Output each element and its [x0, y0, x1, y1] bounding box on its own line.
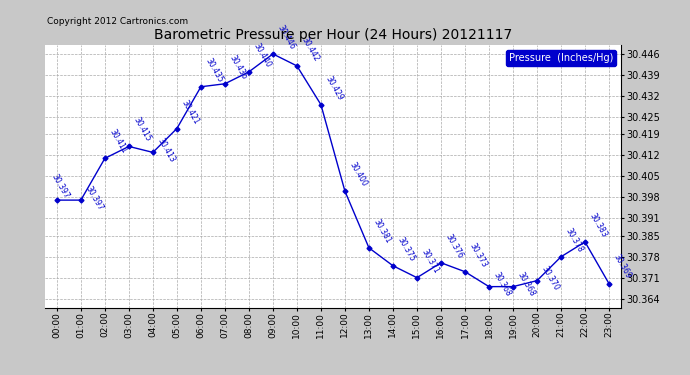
Text: 30.413: 30.413: [155, 137, 177, 164]
Text: 30.397: 30.397: [50, 172, 71, 200]
Text: 30.383: 30.383: [587, 211, 609, 239]
Text: 30.435: 30.435: [204, 56, 224, 84]
Text: 30.415: 30.415: [131, 116, 152, 144]
Text: 30.368: 30.368: [515, 271, 537, 298]
Text: 30.371: 30.371: [420, 247, 440, 274]
Text: 30.397: 30.397: [83, 184, 104, 212]
Text: 30.440: 30.440: [251, 41, 273, 69]
Text: 30.373: 30.373: [467, 241, 489, 269]
Text: 30.376: 30.376: [444, 232, 464, 260]
Title: Barometric Pressure per Hour (24 Hours) 20121117: Barometric Pressure per Hour (24 Hours) …: [154, 28, 512, 42]
Text: Copyright 2012 Cartronics.com: Copyright 2012 Cartronics.com: [47, 17, 188, 26]
Text: 30.400: 30.400: [347, 160, 368, 188]
Text: 30.442: 30.442: [299, 35, 320, 63]
Text: 30.436: 30.436: [227, 53, 248, 81]
Text: 30.378: 30.378: [563, 226, 584, 254]
Text: 30.411: 30.411: [107, 128, 128, 155]
Text: 30.421: 30.421: [179, 98, 200, 126]
Legend: Pressure  (Inches/Hg): Pressure (Inches/Hg): [506, 50, 616, 66]
Text: 30.446: 30.446: [275, 23, 297, 51]
Text: 30.370: 30.370: [540, 265, 560, 292]
Text: 30.369: 30.369: [611, 253, 633, 280]
Text: 30.368: 30.368: [491, 271, 513, 298]
Text: 30.375: 30.375: [395, 235, 417, 263]
Text: 30.381: 30.381: [371, 217, 393, 245]
Text: 30.429: 30.429: [324, 74, 344, 102]
